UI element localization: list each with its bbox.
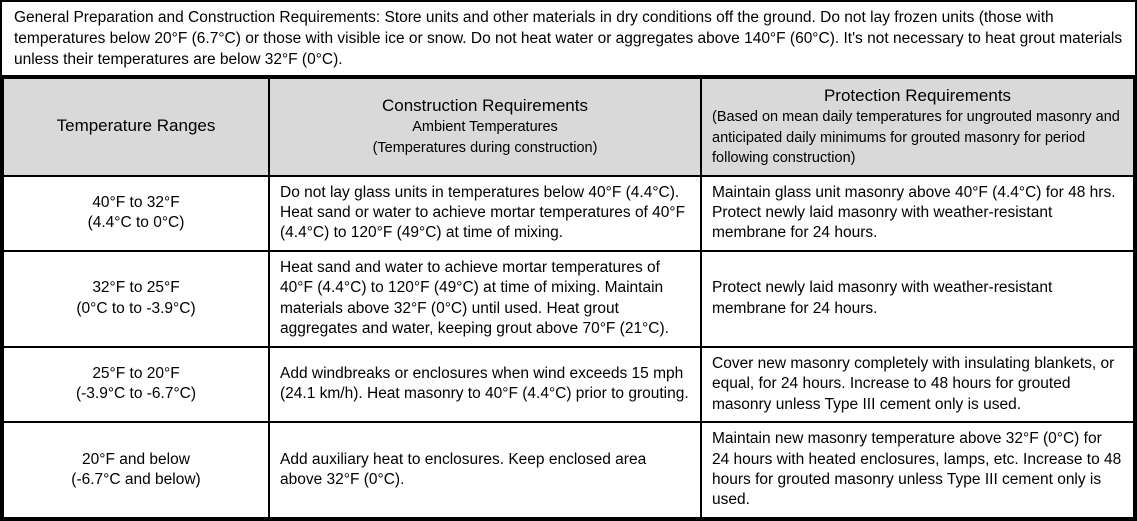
header-col2-main: Construction Requirements [382,96,588,115]
intro-text: General Preparation and Construction Req… [2,2,1135,77]
cell-construction: Add auxiliary heat to enclosures. Keep e… [269,422,701,518]
cell-range: 32°F to 25°F (0°C to to -3.9°C) [3,251,269,347]
header-temperature-ranges: Temperature Ranges [3,78,269,176]
range-c: (-3.9°C to -6.7°C) [76,385,196,402]
header-col3-main: Protection Requirements [712,85,1123,107]
table-row: 32°F to 25°F (0°C to to -3.9°C) Heat san… [3,251,1134,347]
header-construction: Construction Requirements Ambient Temper… [269,78,701,176]
cell-protection: Protect newly laid masonry with weather-… [701,251,1134,347]
cell-construction: Do not lay glass units in temperatures b… [269,176,701,251]
cell-construction: Add windbreaks or enclosures when wind e… [269,347,701,422]
header-row: Temperature Ranges Construction Requirem… [3,78,1134,176]
cell-protection: Cover new masonry completely with insula… [701,347,1134,422]
range-f: 32°F to 25°F [92,279,179,296]
header-col2-sub1: Ambient Temperatures [412,119,558,135]
cell-protection: Maintain glass unit masonry above 40°F (… [701,176,1134,251]
cell-range: 40°F to 32°F (4.4°C to 0°C) [3,176,269,251]
header-col1-text: Temperature Ranges [57,116,216,135]
range-c: (0°C to to -3.9°C) [76,300,195,317]
cell-range: 20°F and below (-6.7°C and below) [3,422,269,518]
header-protection: Protection Requirements (Based on mean d… [701,78,1134,176]
cell-construction: Heat sand and water to achieve mortar te… [269,251,701,347]
range-c: (4.4°C to 0°C) [88,214,185,231]
header-col3-sub: (Based on mean daily temperatures for un… [712,109,1120,166]
requirements-table-container: General Preparation and Construction Req… [0,0,1137,521]
range-f: 20°F and below [82,451,190,468]
requirements-table: Temperature Ranges Construction Requirem… [2,77,1135,519]
header-col2-sub2: (Temperatures during construction) [373,140,598,156]
range-c: (-6.7°C and below) [71,471,200,488]
table-row: 25°F to 20°F (-3.9°C to -6.7°C) Add wind… [3,347,1134,422]
cell-protection: Maintain new masonry temperature above 3… [701,422,1134,518]
range-f: 25°F to 20°F [92,365,179,382]
table-row: 20°F and below (-6.7°C and below) Add au… [3,422,1134,518]
table-row: 40°F to 32°F (4.4°C to 0°C) Do not lay g… [3,176,1134,251]
cell-range: 25°F to 20°F (-3.9°C to -6.7°C) [3,347,269,422]
range-f: 40°F to 32°F [92,194,179,211]
